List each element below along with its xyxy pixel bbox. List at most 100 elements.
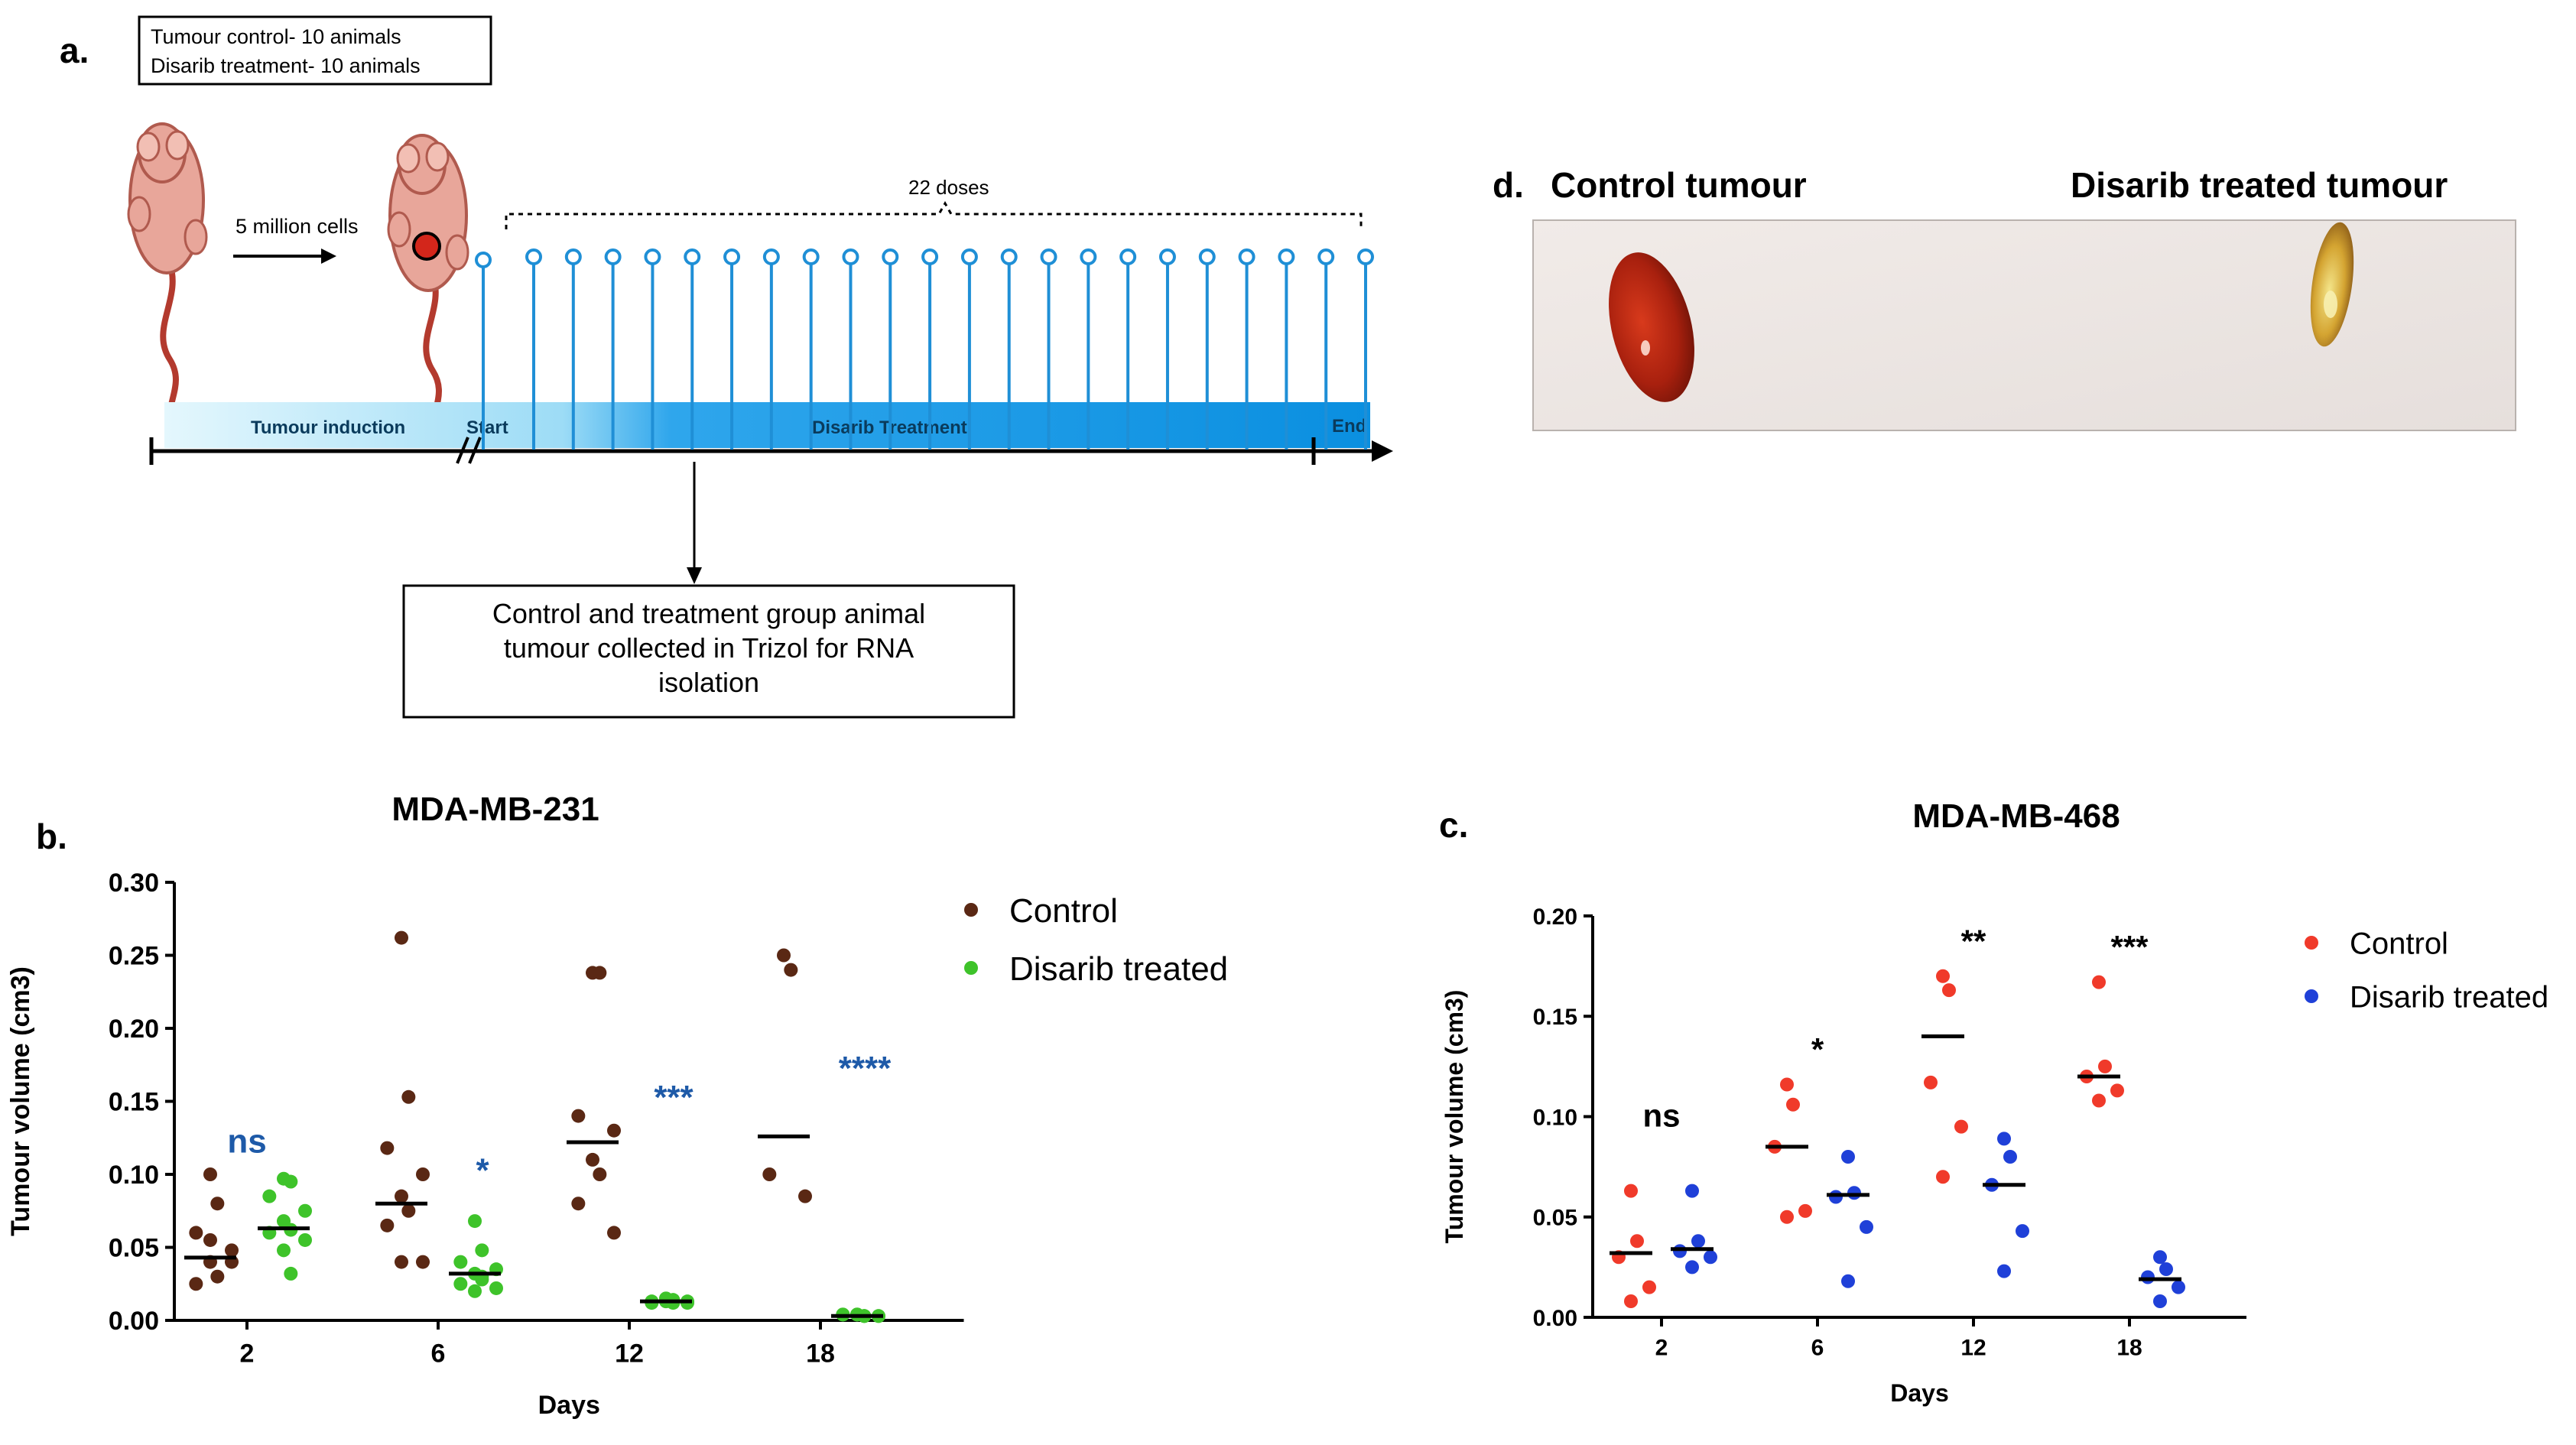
legend-label: Disarib treated: [1009, 950, 1228, 988]
bar-label-start: Start: [466, 417, 508, 438]
dose-marker: [960, 248, 978, 265]
y-tick-label: 0.10: [1533, 1105, 1577, 1130]
y-tick-label: 0.10: [109, 1161, 159, 1190]
data-point: [380, 1141, 395, 1155]
data-point: [1829, 1190, 1843, 1204]
data-point: [1954, 1119, 1968, 1134]
data-point: [1798, 1203, 1812, 1218]
dose-marker: [762, 248, 780, 265]
doses-label: 22 doses: [908, 176, 989, 199]
x-tick-label: 6: [431, 1339, 446, 1369]
arrow-down-icon: [687, 462, 702, 584]
data-point: [2098, 1059, 2112, 1073]
axis-break: [456, 437, 469, 464]
legend-marker: [2305, 989, 2318, 1003]
chart-title: MDA-MB-231: [391, 791, 599, 828]
data-point: [2003, 1150, 2017, 1164]
data-point: [203, 1167, 217, 1181]
y-tick-label: 0.05: [1533, 1206, 1577, 1231]
data-point: [468, 1214, 482, 1229]
data-point: [475, 1243, 489, 1258]
significance-label: ***: [654, 1079, 694, 1116]
dose-marker: [1080, 248, 1097, 265]
dose-marker: [684, 248, 701, 265]
dose-marker: [1000, 248, 1018, 265]
timeline-axis: [149, 437, 1393, 465]
data-point: [1841, 1274, 1855, 1288]
data-point: [416, 1255, 430, 1269]
x-tick-label: 2: [240, 1339, 255, 1369]
data-point: [1924, 1075, 1938, 1089]
data-point: [2153, 1294, 2167, 1308]
legend-label: Disarib treated: [2350, 980, 2548, 1014]
data-point: [1780, 1210, 1794, 1224]
dose-markers: [475, 248, 1374, 450]
x-tick-label: 12: [615, 1339, 644, 1369]
data-point: [189, 1226, 203, 1240]
bar-label-induction: Tumour induction: [251, 417, 405, 438]
data-point: [1624, 1294, 1638, 1308]
x-axis-label: Days: [538, 1391, 600, 1420]
data-point: [1997, 1132, 2011, 1146]
data-point: [2110, 1083, 2124, 1098]
dose-marker: [842, 248, 859, 265]
bar-label-end: End: [1332, 416, 1366, 437]
data-point: [1673, 1244, 1687, 1258]
data-point: [203, 1232, 217, 1247]
collection-line-2: tumour collected in Trizol for RNA: [504, 632, 914, 664]
data-point: [298, 1203, 312, 1218]
chart-b: MDA-MB-231 0.00 0.05 0.10 0.15 0.20 0.25 0.30 2 6…: [6, 791, 1228, 1420]
cells-label: 5 million cells: [236, 215, 359, 238]
dose-marker: [1357, 248, 1374, 265]
info-box-line-2: Disarib treatment- 10 animals: [151, 54, 421, 77]
y-tick-label: 0.30: [109, 869, 159, 898]
data-point: [593, 1167, 607, 1181]
data-point: [607, 1226, 621, 1240]
significance-label: *: [1811, 1031, 1824, 1067]
data-point: [225, 1243, 239, 1258]
data-point: [210, 1269, 225, 1284]
y-tick-label: 0.00: [1533, 1306, 1577, 1331]
control-tumour: [1609, 252, 1694, 402]
data-point: [1997, 1264, 2011, 1278]
data-point: [453, 1277, 468, 1291]
y-tick-label: 0.25: [109, 942, 159, 971]
x-tick-label: 18: [806, 1339, 835, 1369]
mouse-icon: [127, 122, 208, 430]
data-point: [468, 1284, 482, 1298]
data-point: [762, 1167, 777, 1181]
legend-label: Control: [2350, 927, 2448, 960]
x-tick-label: 6: [1811, 1336, 1824, 1361]
dose-marker: [604, 248, 622, 265]
tumour-dot: [412, 232, 441, 261]
x-tick-label: 18: [2116, 1336, 2142, 1361]
data-point: [401, 1203, 416, 1218]
dose-marker: [1040, 248, 1057, 265]
chart-title: MDA-MB-468: [1912, 797, 2120, 835]
dose-marker: [723, 248, 741, 265]
data-point: [284, 1174, 298, 1189]
y-tick-label: 0.05: [109, 1234, 159, 1263]
data-point: [1860, 1219, 1873, 1234]
data-point: [189, 1277, 203, 1291]
data-point: [571, 1109, 586, 1123]
data-point: [1685, 1184, 1699, 1198]
data-point: [593, 966, 607, 980]
y-axis-label: Tumour volume (cm3): [6, 966, 35, 1236]
data-point: [1841, 1150, 1855, 1164]
data-point: [2141, 1270, 2155, 1284]
data-point: [1942, 983, 1956, 998]
data-point: [489, 1281, 503, 1295]
data-point: [1704, 1250, 1717, 1265]
panel-label-d: d.: [1493, 165, 1524, 205]
legend-marker: [964, 903, 978, 917]
y-axis-label: Tumour volume (cm3): [1441, 990, 1468, 1244]
data-point: [1685, 1260, 1699, 1275]
x-axis-label: Days: [1890, 1379, 1949, 1407]
data-point: [1786, 1097, 1800, 1112]
panel-label-a: a.: [60, 31, 89, 70]
data-point: [1780, 1077, 1794, 1092]
data-point: [210, 1197, 225, 1211]
dose-marker: [1198, 248, 1216, 265]
